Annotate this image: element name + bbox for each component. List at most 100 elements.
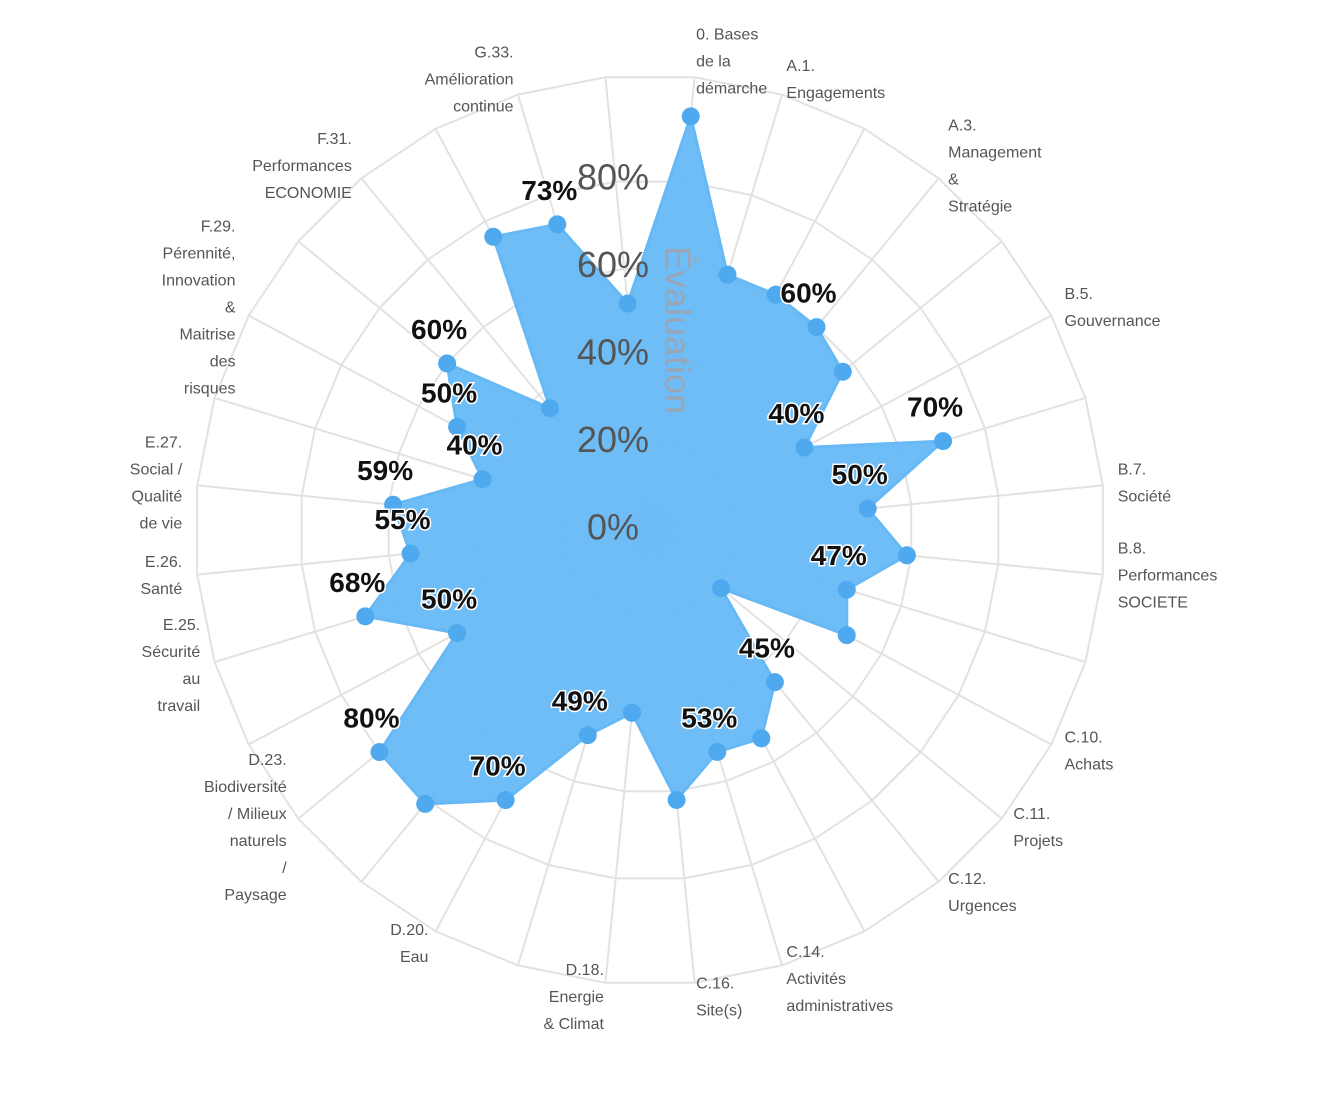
data-label: 50% [421, 584, 477, 615]
point [448, 624, 467, 643]
category-label: B.8. [1118, 540, 1146, 557]
category-label: Qualité [132, 489, 183, 506]
category-label: A.1. [786, 58, 814, 75]
category-label: Projets [1013, 833, 1063, 850]
data-label: 50% [832, 459, 888, 490]
category-label: Amélioration [425, 71, 514, 88]
category-label: Pérennité, [163, 246, 236, 263]
category-label: naturels [230, 833, 287, 850]
category-label: Site(s) [696, 1002, 742, 1019]
category-label: E.25. [163, 617, 200, 634]
point [833, 362, 852, 381]
data-label: 55% [375, 504, 431, 535]
point [837, 626, 856, 645]
point [448, 417, 467, 436]
data-label: 80% [343, 702, 399, 733]
point [765, 673, 784, 692]
category-label: B.5. [1065, 286, 1093, 303]
category-label: Innovation [162, 273, 236, 290]
category-label: Maitrise [179, 327, 235, 344]
data-label: 59% [357, 455, 413, 486]
point [618, 294, 637, 313]
category-label: Performances [252, 158, 352, 175]
r-tick-label: 20% [577, 419, 649, 460]
point [718, 265, 737, 284]
category-label: SOCIETE [1118, 594, 1188, 611]
category-label: & [225, 300, 236, 317]
category-label: risques [184, 381, 236, 398]
point [795, 438, 814, 457]
data-label: 53% [681, 702, 737, 733]
r-tick-label: 0% [587, 507, 639, 548]
category-label: Santé [140, 581, 182, 598]
category-label: D.20. [390, 922, 428, 939]
data-label: 70% [470, 750, 526, 781]
data-label: 50% [421, 377, 477, 408]
point [622, 703, 641, 722]
category-label: F.29. [201, 219, 236, 236]
category-label: Biodiversité [204, 779, 287, 796]
point [897, 546, 916, 565]
data-label: 68% [329, 567, 385, 598]
category-label: administratives [786, 998, 893, 1015]
point [473, 470, 492, 489]
data-label: 47% [811, 540, 867, 571]
point [484, 227, 503, 246]
point [416, 794, 435, 813]
category-label: Management [948, 144, 1042, 161]
r-tick-label: 60% [577, 244, 649, 285]
category-label: C.12. [948, 871, 986, 888]
category-label: ECONOMIE [265, 185, 352, 202]
category-label: C.11. [1013, 806, 1050, 823]
category-label: 0. Bases [696, 26, 758, 43]
category-label: au [182, 671, 200, 688]
category-label: Paysage [224, 887, 286, 904]
point [384, 495, 403, 514]
point [807, 318, 826, 337]
category-label: Eau [400, 949, 428, 966]
category-label: & Climat [543, 1016, 604, 1033]
category-label: Energie [549, 989, 604, 1006]
point [401, 544, 420, 563]
data-label: 60% [411, 314, 467, 345]
point [934, 432, 953, 451]
point [541, 399, 560, 418]
category-label: Société [1118, 489, 1171, 506]
point [578, 726, 597, 745]
category-label: F.31. [317, 131, 352, 148]
point [496, 791, 515, 810]
data-label: 49% [552, 686, 608, 717]
category-label: B.7. [1118, 462, 1146, 479]
category-label: de la [696, 53, 731, 70]
category-label: / Milieux [228, 806, 287, 823]
category-label: Performances [1118, 567, 1218, 584]
point [370, 743, 389, 762]
point [681, 107, 700, 126]
category-label: des [210, 354, 236, 371]
category-label: E.26. [145, 554, 182, 571]
category-label: C.14. [786, 944, 824, 961]
category-label: continue [453, 98, 514, 115]
category-label: C.16. [696, 975, 734, 992]
point [858, 499, 877, 518]
category-label: Sécurité [142, 644, 201, 661]
point [356, 607, 375, 626]
axis-title: Évaluation [657, 246, 698, 414]
point [766, 285, 785, 304]
data-label: 60% [781, 277, 837, 308]
data-label: 70% [907, 391, 963, 422]
category-label: D.18. [566, 962, 604, 979]
category-label: Urgences [948, 898, 1016, 915]
category-label: Stratégie [948, 198, 1012, 215]
data-label: 73% [521, 175, 577, 206]
data-label: 40% [447, 430, 503, 461]
category-label: travail [158, 698, 201, 715]
category-label: Gouvernance [1065, 313, 1161, 330]
r-tick-label: 40% [577, 332, 649, 373]
category-label: Engagements [786, 85, 885, 102]
point [438, 354, 457, 373]
data-label: 40% [768, 398, 824, 429]
category-label: D.23. [248, 752, 286, 769]
category-label: Achats [1065, 756, 1114, 773]
